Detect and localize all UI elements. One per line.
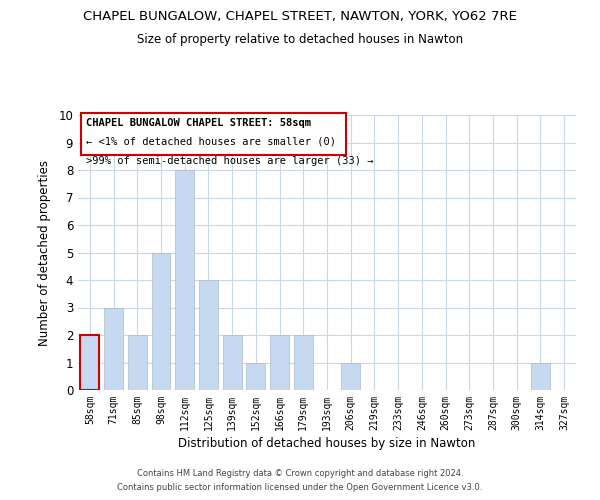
Text: Size of property relative to detached houses in Nawton: Size of property relative to detached ho…	[137, 32, 463, 46]
Bar	[341, 362, 360, 390]
Bar	[294, 335, 313, 390]
Bar	[223, 335, 242, 390]
X-axis label: Distribution of detached houses by size in Nawton: Distribution of detached houses by size …	[178, 437, 476, 450]
Bar	[199, 280, 218, 390]
Bar	[247, 362, 265, 390]
Bar	[531, 362, 550, 390]
Bar	[104, 308, 123, 390]
Bar	[128, 335, 147, 390]
Text: ← <1% of detached houses are smaller (0): ← <1% of detached houses are smaller (0)	[86, 136, 336, 146]
Bar	[152, 252, 170, 390]
Y-axis label: Number of detached properties: Number of detached properties	[38, 160, 52, 346]
Text: Contains public sector information licensed under the Open Government Licence v3: Contains public sector information licen…	[118, 484, 482, 492]
Text: CHAPEL BUNGALOW, CHAPEL STREET, NAWTON, YORK, YO62 7RE: CHAPEL BUNGALOW, CHAPEL STREET, NAWTON, …	[83, 10, 517, 23]
Bar	[175, 170, 194, 390]
Text: CHAPEL BUNGALOW CHAPEL STREET: 58sqm: CHAPEL BUNGALOW CHAPEL STREET: 58sqm	[86, 118, 311, 128]
Bar	[80, 335, 100, 390]
Text: Contains HM Land Registry data © Crown copyright and database right 2024.: Contains HM Land Registry data © Crown c…	[137, 468, 463, 477]
Bar	[270, 335, 289, 390]
Text: >99% of semi-detached houses are larger (33) →: >99% of semi-detached houses are larger …	[86, 156, 373, 166]
